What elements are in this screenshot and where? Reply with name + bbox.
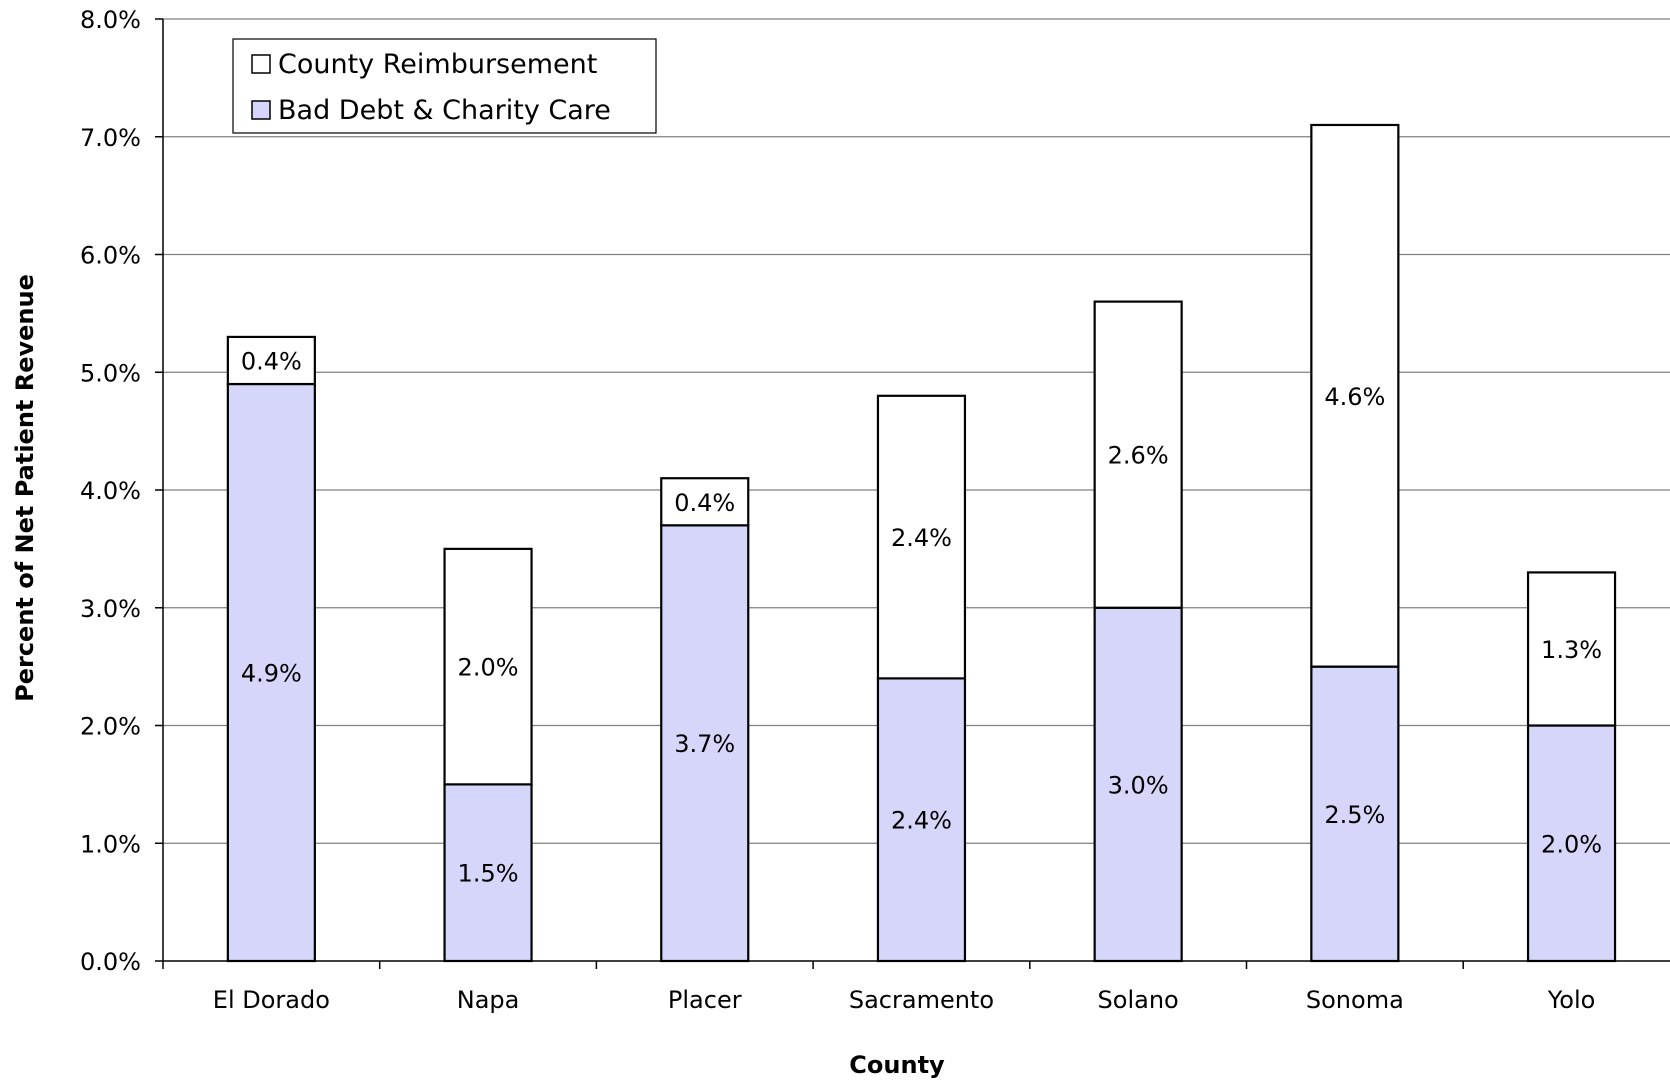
data-label-bad-debt: 3.0% [1108, 771, 1169, 799]
y-axis-title: Percent of Net Patient Revenue [11, 274, 39, 702]
bars [226, 123, 1617, 963]
y-tick-label: 1.0% [80, 830, 141, 858]
data-label-bad-debt: 1.5% [458, 860, 519, 888]
legend-swatch-county-reimbursement [251, 54, 271, 74]
data-label-county-reimbursement: 0.4% [674, 489, 735, 517]
bar-bad-debt [443, 783, 533, 963]
legend-label-bad-debt: Bad Debt & Charity Care [278, 95, 611, 126]
legend-swatch-bad-debt [251, 100, 271, 120]
data-label-county-reimbursement: 2.6% [1108, 442, 1169, 470]
legend-label-county-reimbursement: County Reimbursement [278, 49, 597, 80]
bar-county-reimbursement [876, 394, 967, 680]
data-label-bad-debt: 4.9% [241, 660, 302, 688]
data-label-bad-debt: 3.7% [674, 730, 735, 758]
data-label-bad-debt: 2.4% [891, 807, 952, 835]
x-category-label: Solano [1098, 986, 1179, 1014]
x-category-label: Placer [668, 986, 742, 1014]
y-tick-label: 6.0% [80, 242, 141, 270]
bar-county-reimbursement [1093, 300, 1183, 609]
bar-county-reimbursement [660, 477, 750, 527]
data-label-county-reimbursement: 1.3% [1541, 636, 1602, 664]
x-category-label: Yolo [1547, 986, 1596, 1014]
x-category-label: Sonoma [1306, 986, 1404, 1014]
bar-bad-debt [226, 382, 316, 963]
y-tick-label: 0.0% [80, 948, 141, 976]
bar-county-reimbursement [1526, 571, 1617, 727]
data-label-county-reimbursement: 2.0% [458, 654, 519, 682]
bar-county-reimbursement [1310, 123, 1400, 668]
y-tick-label: 8.0% [80, 6, 141, 34]
legend: County Reimbursement Bad Debt & Charity … [232, 38, 657, 134]
bar-county-reimbursement [443, 547, 533, 786]
x-category-label: Napa [457, 986, 520, 1014]
data-label-county-reimbursement: 4.6% [1324, 383, 1385, 411]
y-tick-label: 5.0% [80, 359, 141, 387]
data-labels: 4.9% 0.4% 1.5% 2.0% 3.7% 0.4% 2.4% 2.4% 3.0% 2.6%… [241, 347, 1602, 887]
y-tick-label: 3.0% [80, 595, 141, 623]
data-label-county-reimbursement: 2.4% [891, 524, 952, 552]
bar-bad-debt [1310, 665, 1400, 963]
x-axis-categories: El Dorado Napa Placer Sacramento Solano Sonom… [162, 961, 1596, 1014]
y-axis-ticks: 0.0% 1.0% 2.0% 3.0% 4.0% 5.0% 6.0% 7.0% 8.0% [80, 6, 163, 976]
legend-box [232, 38, 657, 134]
data-label-bad-debt: 2.5% [1324, 801, 1385, 829]
x-category-label: Sacramento [849, 986, 994, 1014]
y-tick-label: 7.0% [80, 124, 141, 152]
y-tick-label: 2.0% [80, 713, 141, 741]
x-category-label: El Dorado [213, 986, 330, 1014]
y-tick-label: 4.0% [80, 477, 141, 505]
bar-bad-debt [660, 524, 750, 963]
bar-county-reimbursement [226, 335, 316, 386]
data-label-county-reimbursement: 0.4% [241, 347, 302, 375]
data-label-bad-debt: 2.0% [1541, 830, 1602, 858]
x-axis-title: County [849, 1051, 945, 1079]
